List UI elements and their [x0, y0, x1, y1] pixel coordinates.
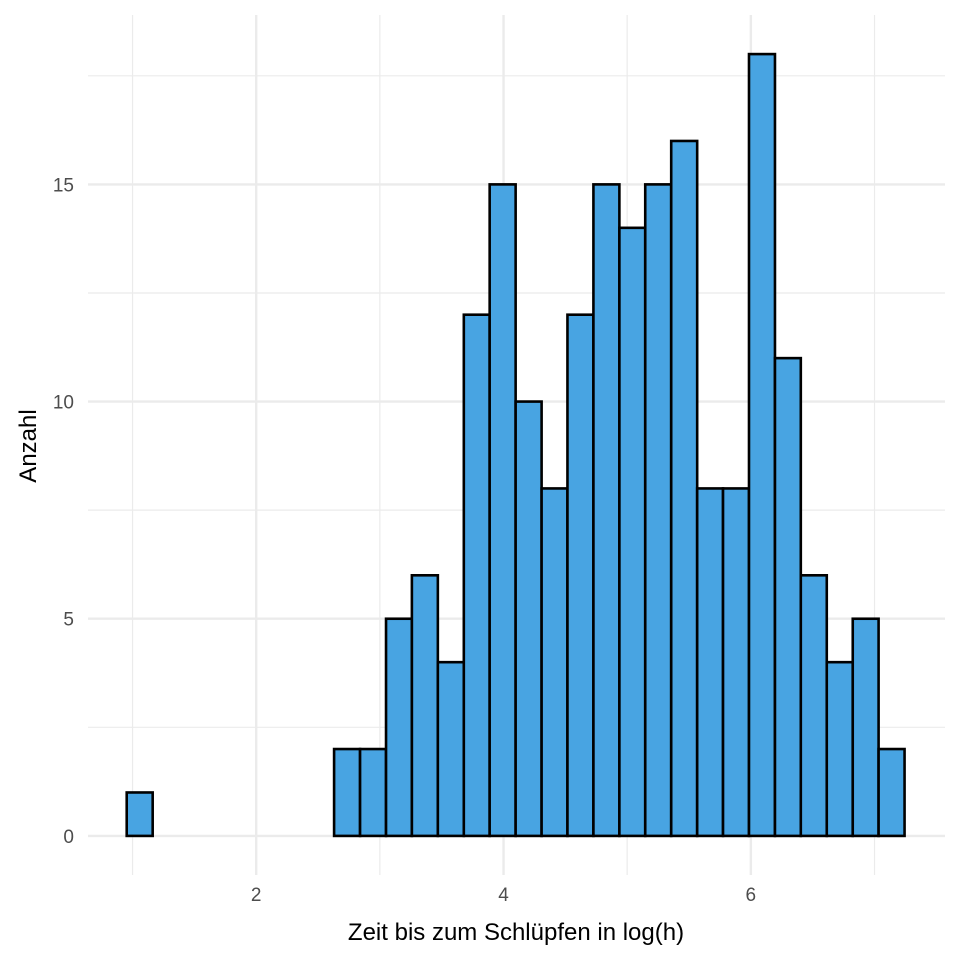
histogram-bar-21	[643, 183, 673, 838]
y-tick-label: 15	[53, 175, 74, 196]
histogram-bar-24	[721, 487, 751, 838]
histogram-bars	[125, 52, 906, 838]
y-tick-label: 5	[63, 610, 74, 631]
histogram-bar-13	[436, 660, 466, 838]
histogram-bar-12	[410, 574, 440, 838]
histogram-bar-22	[669, 139, 699, 838]
histogram-bar-23	[695, 487, 725, 838]
y-axis-title: Anzahl	[15, 409, 42, 482]
x-tick-label: 4	[498, 885, 509, 906]
x-axis-title: Zeit bis zum Schlüpfen in log(h)	[348, 919, 684, 946]
histogram-bar-15	[488, 183, 517, 838]
histogram-bar-18	[566, 313, 595, 838]
histogram-bar-9	[332, 747, 362, 838]
histogram-bar-25	[747, 52, 777, 838]
histogram-bar-27	[799, 574, 829, 838]
histogram-bar-1	[125, 791, 154, 838]
histogram-bar-29	[851, 617, 880, 838]
x-tick-label: 2	[251, 885, 262, 906]
y-axis-ticks: 0 5 10 15	[53, 175, 74, 848]
histogram-bar-17	[540, 487, 569, 838]
y-tick-label: 0	[63, 827, 74, 848]
x-tick-label: 6	[746, 885, 757, 906]
histogram-bar-14	[462, 313, 491, 838]
histogram-bar-30	[877, 747, 906, 838]
histogram-bar-28	[825, 660, 855, 838]
x-axis-ticks: 2 4 6	[251, 885, 756, 906]
histogram-bar-16	[514, 400, 543, 838]
histogram-bar-19	[592, 183, 621, 838]
histogram-bar-11	[384, 617, 414, 838]
y-tick-label: 10	[53, 393, 74, 414]
histogram-bar-26	[773, 356, 803, 838]
histogram-bar-10	[358, 747, 388, 838]
histogram-bar-20	[618, 226, 647, 838]
